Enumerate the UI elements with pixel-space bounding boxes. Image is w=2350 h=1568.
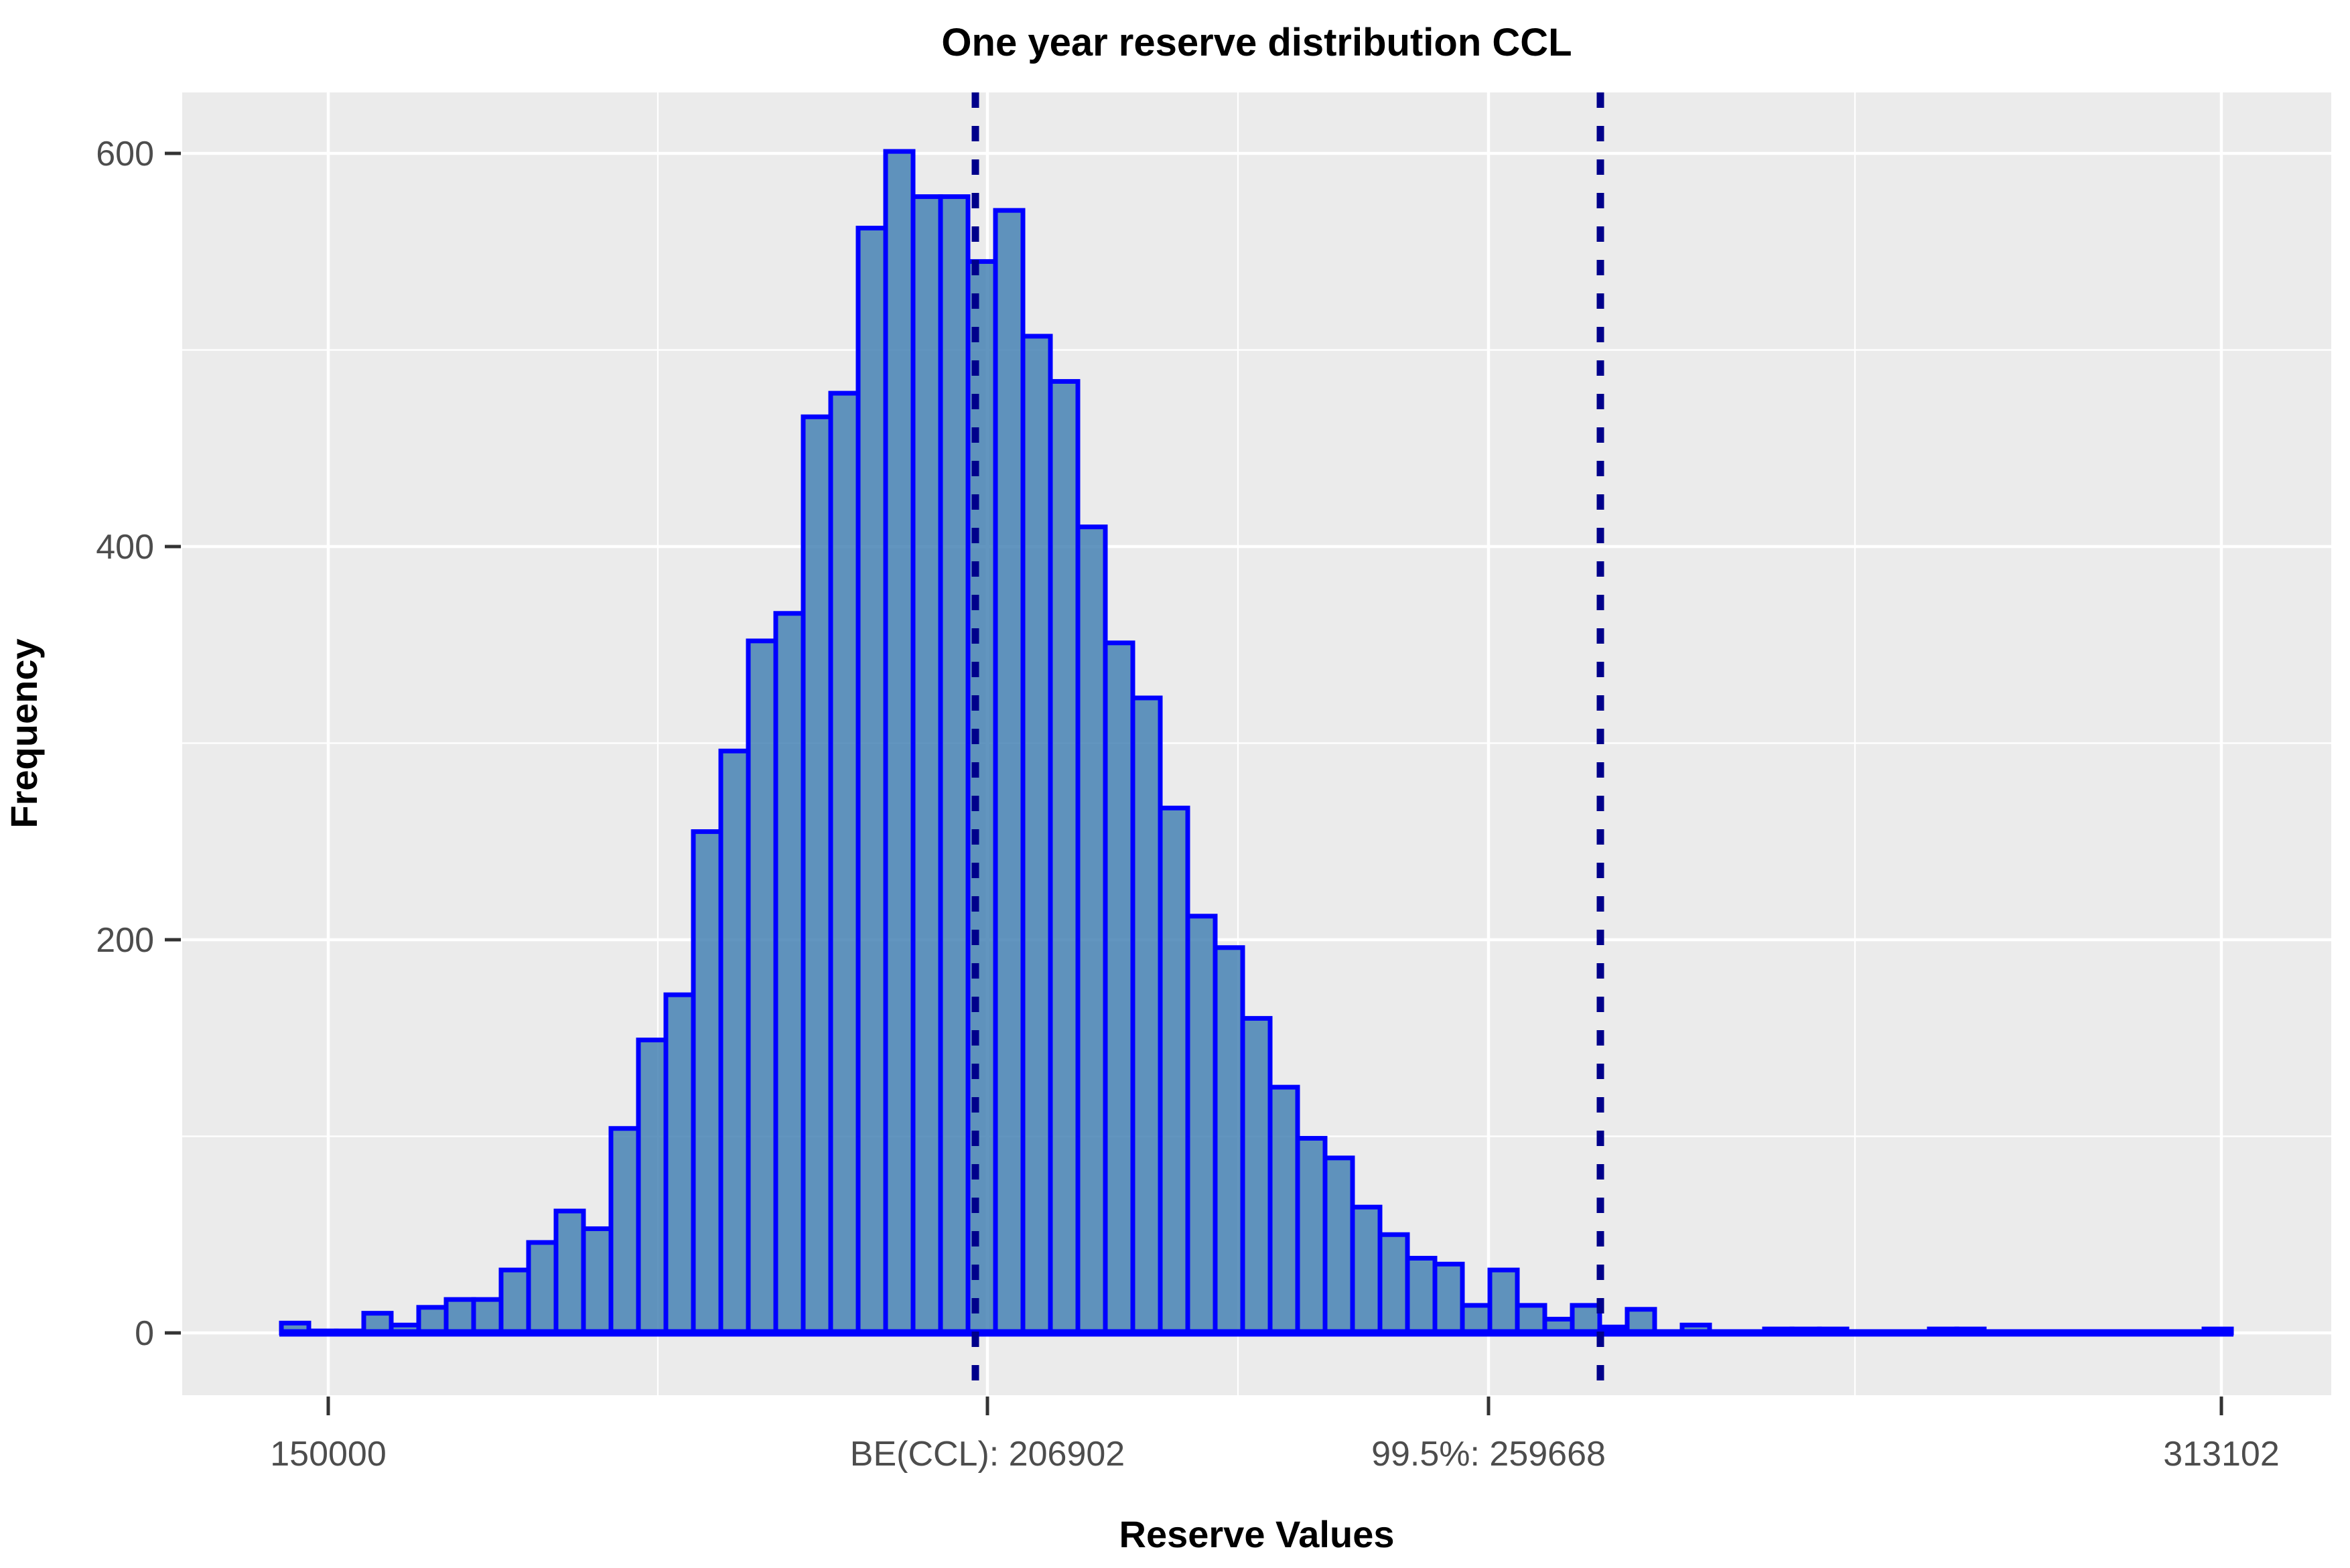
histogram-bar (1460, 1303, 1493, 1336)
histogram-bar (773, 611, 806, 1336)
histogram-bar (1158, 805, 1190, 1336)
histogram-bar (1103, 640, 1135, 1336)
histogram-bar (443, 1297, 476, 1336)
histogram-bar (1405, 1255, 1438, 1336)
x-tick-label: 99.5%: 259668 (1371, 1435, 1606, 1474)
histogram-bar (1432, 1261, 1465, 1336)
histogram-bar (910, 194, 943, 1336)
histogram-bar (855, 226, 888, 1336)
y-axis-title: Frequency (3, 638, 45, 828)
histogram-bar (1185, 914, 1218, 1336)
histogram-bar (526, 1240, 559, 1336)
histogram-bar (1295, 1135, 1328, 1336)
histogram-bar (828, 390, 861, 1336)
histogram-bar (1515, 1303, 1547, 1336)
histogram-bar (993, 208, 1026, 1336)
histogram-bar (938, 194, 971, 1336)
histogram-bar (498, 1267, 531, 1336)
y-tick-label: 600 (96, 135, 154, 173)
histogram-bar (636, 1038, 669, 1336)
histogram-bar (746, 638, 778, 1336)
histogram-bar (1048, 378, 1081, 1336)
histogram-bar (663, 992, 696, 1336)
histogram-bar (1377, 1232, 1410, 1336)
histogram-bar (1075, 524, 1108, 1336)
x-tick-label: 150000 (270, 1435, 387, 1474)
y-tick-label: 0 (135, 1314, 154, 1353)
histogram-bar (553, 1208, 586, 1336)
x-tick-label: BE(CCL): 206902 (850, 1435, 1125, 1474)
x-axis-title: Reserve Values (1119, 1513, 1395, 1555)
histogram-bar (718, 748, 751, 1336)
histogram-bar (1213, 945, 1245, 1336)
histogram-bar (1487, 1267, 1520, 1336)
histogram-bar (1625, 1307, 1657, 1336)
y-tick-label: 400 (96, 528, 154, 567)
histogram-bar (416, 1305, 449, 1336)
histogram-bar (1570, 1303, 1602, 1336)
histogram-bar (801, 414, 833, 1336)
histogram-bar (608, 1126, 641, 1336)
histogram-bar (1322, 1155, 1355, 1336)
histogram-bar (581, 1226, 614, 1336)
histogram-bar (1130, 695, 1163, 1336)
y-tick-label: 200 (96, 921, 154, 960)
histogram-bar (1240, 1015, 1273, 1336)
histogram-bar (691, 829, 723, 1336)
histogram-bar (1267, 1084, 1300, 1336)
histogram-bar (1350, 1204, 1383, 1336)
histogram-bar (883, 149, 916, 1336)
chart-title: One year reserve distribution CCL (941, 21, 1572, 64)
x-tick-label: 313102 (2163, 1435, 2280, 1474)
histogram-bar (1020, 334, 1053, 1336)
histogram-bar (471, 1297, 504, 1336)
